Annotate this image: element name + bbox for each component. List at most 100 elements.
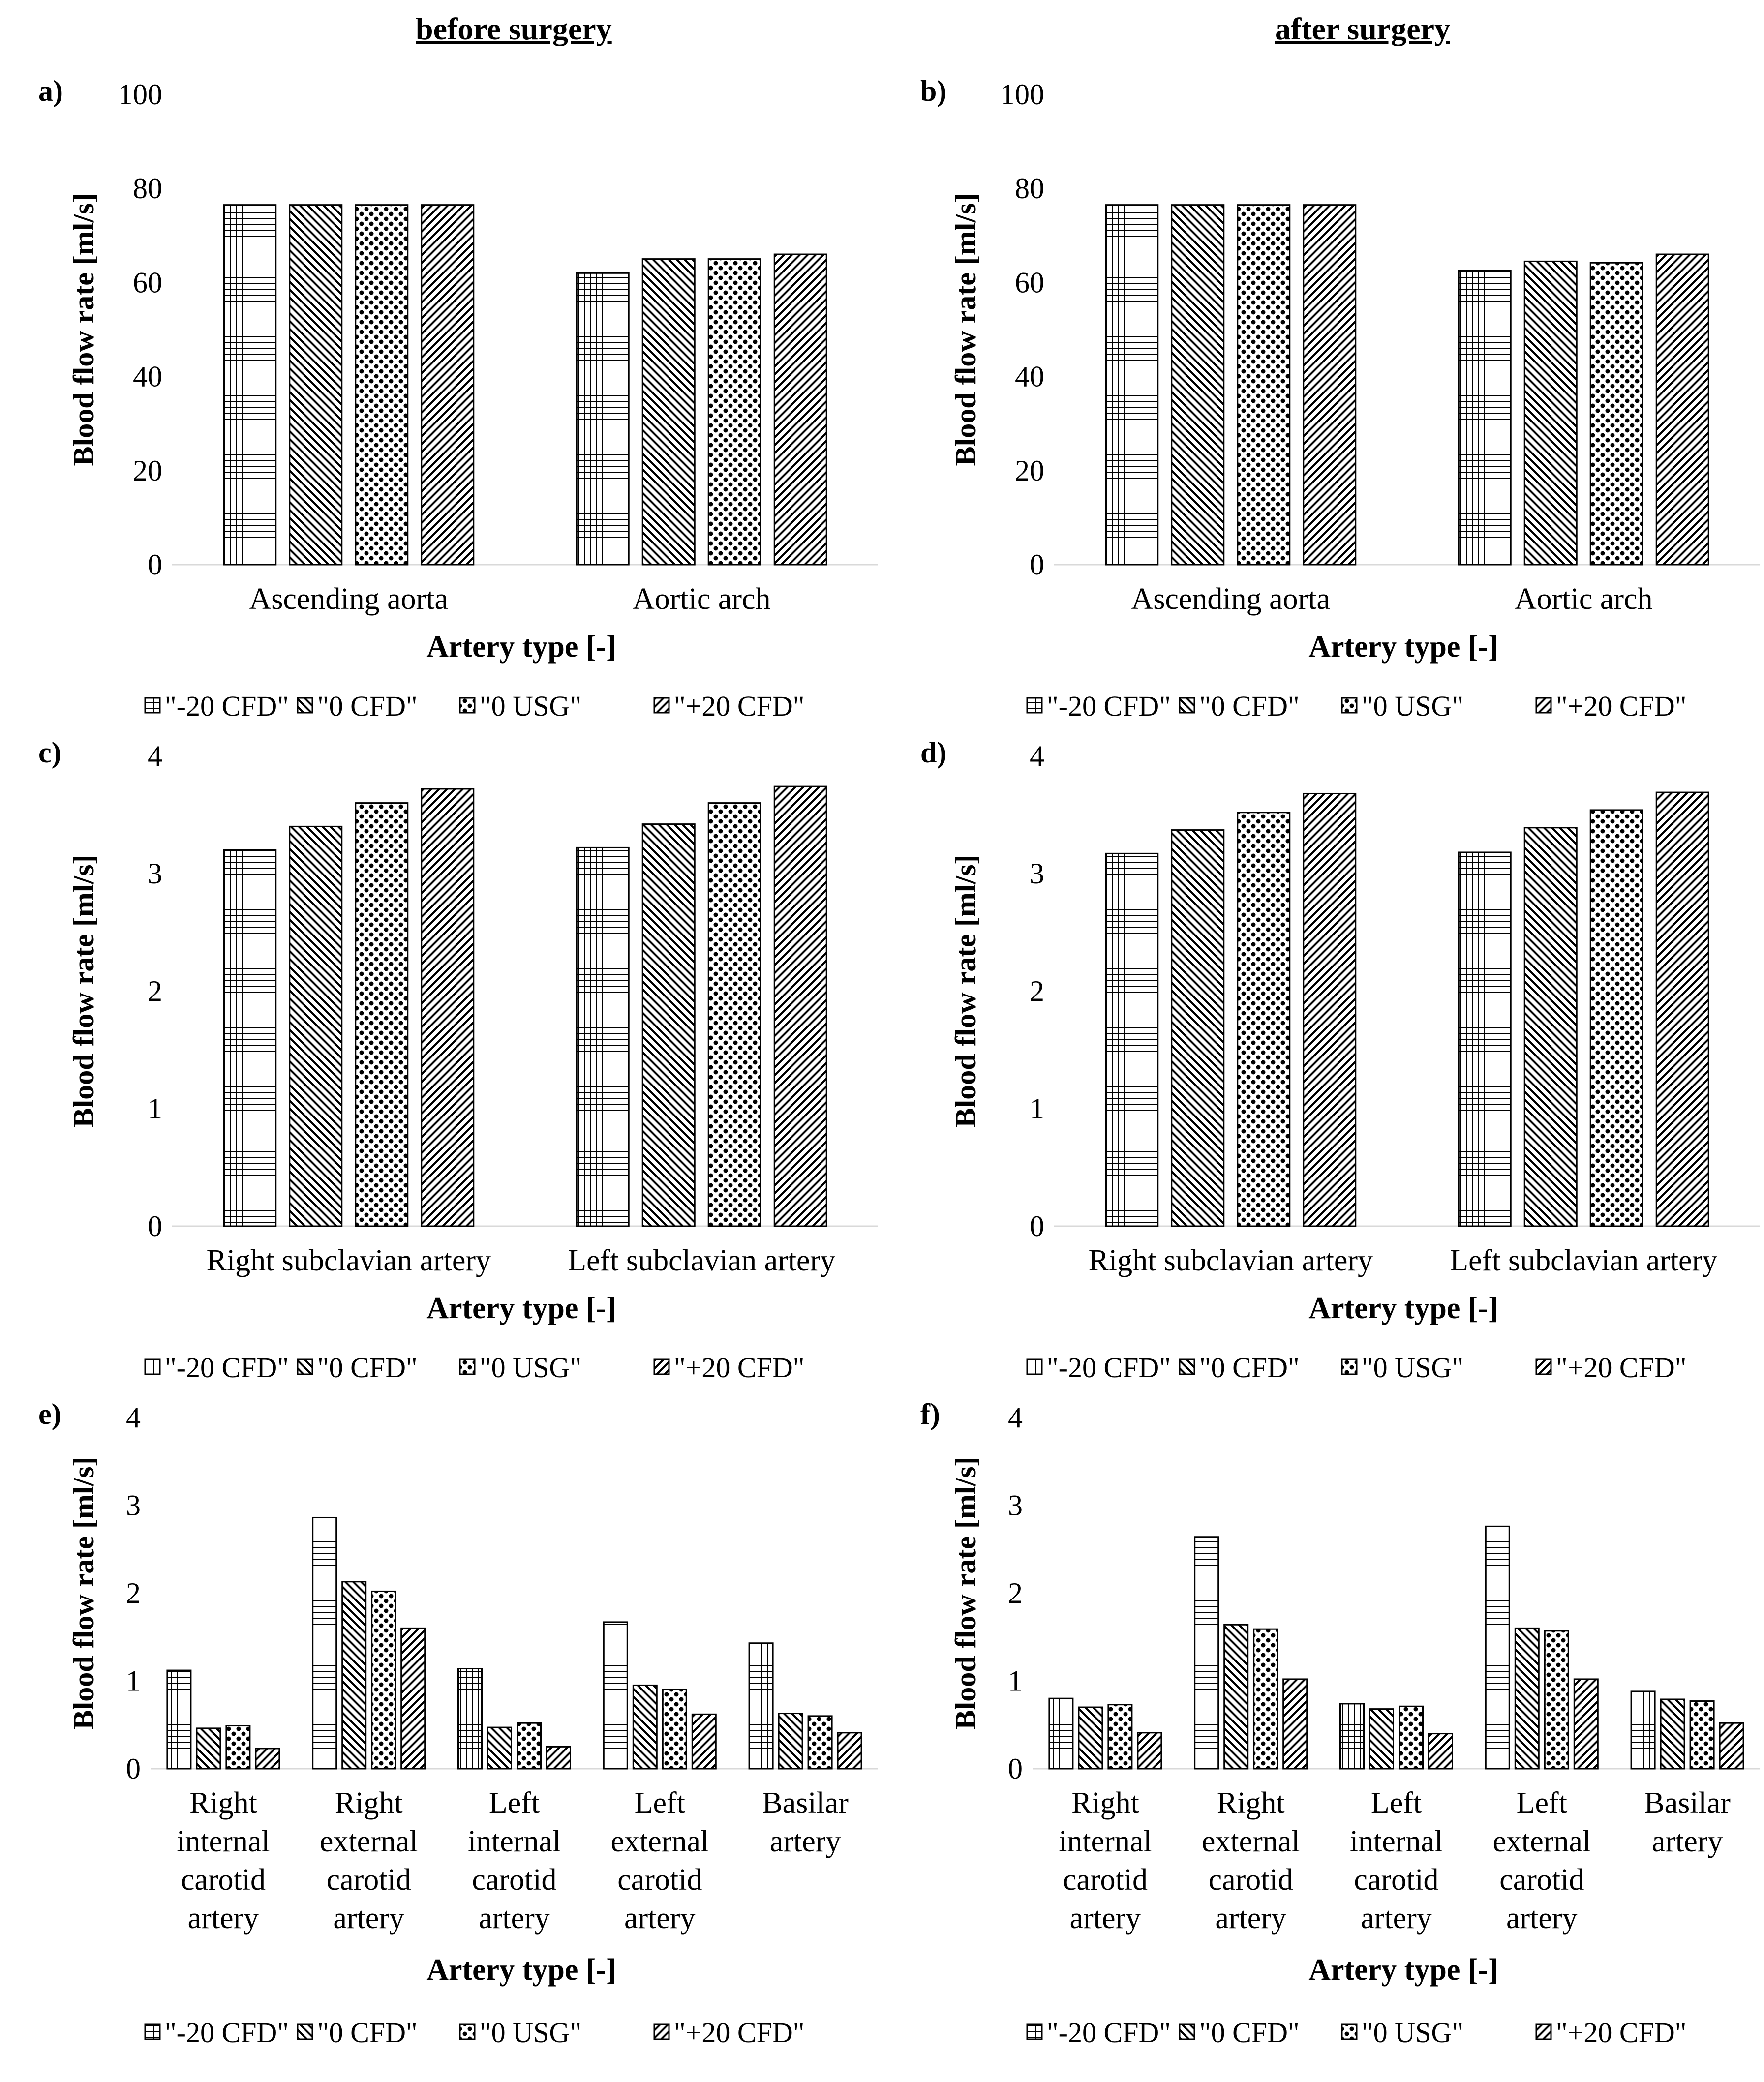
legend: "-20 CFD" "0 CFD" "0 USG" "+20 CFD" — [1026, 2017, 1686, 2049]
legend-swatch — [1535, 1358, 1552, 1375]
legend-swatch — [144, 697, 161, 714]
legend-label: "0 CFD" — [1199, 1352, 1300, 1384]
bar — [1105, 852, 1159, 1227]
bar — [225, 1725, 251, 1770]
bar — [1523, 260, 1578, 566]
legend-label: "0 CFD" — [1199, 2017, 1300, 2049]
x-axis-label: Artery type [-] — [1308, 630, 1498, 664]
x-axis-label: Artery type [-] — [426, 1292, 616, 1325]
bar — [196, 1727, 221, 1770]
bar — [1544, 1630, 1569, 1770]
bar — [1514, 1627, 1540, 1770]
bar — [1485, 1525, 1510, 1770]
y-tick-label: 100 — [118, 78, 162, 111]
legend: "-20 CFD" "0 CFD" "0 USG" "+20 CFD" — [144, 1352, 804, 1384]
category-label: Right subclavian artery — [207, 1244, 491, 1277]
y-tick-label: 1 — [1008, 1665, 1023, 1697]
legend-swatch — [653, 1358, 670, 1375]
bar — [603, 1621, 628, 1770]
legend-swatch — [1341, 697, 1358, 714]
y-tick-label: 60 — [133, 266, 162, 299]
bar — [223, 204, 277, 566]
bar — [1223, 1624, 1249, 1770]
category-label: Left subclavian artery — [568, 1244, 835, 1277]
chart-panel-a: a) 0 20 40 60 80 100 Blood flow rate [ml/s] Asce… — [0, 0, 882, 722]
column-title-after: after surgery — [1275, 11, 1450, 46]
y-tick-label: 2 — [148, 975, 162, 1007]
bar-chart: a) 0 20 40 60 80 100 Blood flow rate [ml/s] Asce… — [38, 75, 878, 722]
y-tick-label: 100 — [1000, 78, 1044, 111]
legend-label: "+20 CFD" — [674, 1352, 804, 1384]
y-tick-label: 4 — [1008, 1401, 1023, 1434]
category-label: Left external carotid artery — [610, 1786, 709, 1935]
y-tick-label: 3 — [148, 857, 162, 890]
y-tick-label: 0 — [148, 1210, 162, 1242]
legend-label: "+20 CFD" — [1556, 1352, 1686, 1384]
y-tick-label: 2 — [1030, 975, 1044, 1007]
bar — [632, 1684, 658, 1770]
legend-swatch — [144, 2023, 161, 2040]
y-tick-label: 40 — [133, 361, 162, 393]
category-label: Right subclavian artery — [1089, 1244, 1373, 1277]
y-tick-label: 60 — [1015, 266, 1044, 299]
bar — [1689, 1700, 1715, 1770]
y-tick-label: 80 — [1015, 172, 1044, 205]
legend-label: "0 USG" — [1362, 2017, 1463, 2049]
bar — [1107, 1704, 1133, 1770]
x-axis-label: Artery type [-] — [426, 1953, 616, 1987]
y-tick-label: 4 — [1030, 740, 1044, 772]
category-label: Left subclavian artery — [1450, 1244, 1717, 1277]
y-tick-label: 4 — [126, 1401, 141, 1434]
y-tick-label: 1 — [126, 1665, 141, 1697]
category-label: Basilar artery — [1644, 1786, 1731, 1858]
bar-chart: b) 0 20 40 60 80 100 Blood flow rate [ml/s] Asce… — [920, 75, 1760, 722]
bar — [1630, 1690, 1656, 1770]
bar-chart: c) 0 1 2 3 4 Blood flow rate [ml/s] Right subcl… — [38, 736, 878, 1384]
x-axis-label: Artery type [-] — [426, 630, 616, 664]
legend-label: "0 USG" — [1362, 1352, 1463, 1384]
legend: "-20 CFD" "0 CFD" "0 USG" "+20 CFD" — [1026, 690, 1686, 722]
chart-panel-c: c) 0 1 2 3 4 Blood flow rate [ml/s] Right subcl… — [0, 662, 882, 1384]
y-tick-label: 3 — [1008, 1489, 1023, 1522]
bar — [1655, 791, 1709, 1227]
bar — [707, 258, 761, 566]
bar — [662, 1689, 687, 1770]
bar — [641, 258, 696, 566]
bar — [576, 272, 630, 566]
legend-swatch — [653, 2023, 670, 2040]
legend-swatch — [1026, 1358, 1043, 1375]
legend-label: "+20 CFD" — [674, 2017, 804, 2049]
legend-label: "0 USG" — [480, 1352, 581, 1384]
y-tick-label: 1 — [1030, 1092, 1044, 1125]
legend-swatch — [653, 697, 670, 714]
legend-swatch — [144, 1358, 161, 1375]
column-title-before: before surgery — [416, 11, 612, 46]
panel-label: a) — [38, 75, 63, 107]
bar — [1458, 851, 1512, 1227]
bar — [223, 849, 277, 1227]
category-label: Aortic arch — [633, 582, 771, 616]
bar — [1458, 270, 1512, 566]
legend-swatch — [459, 697, 476, 714]
category-label: Right external carotid artery — [1202, 1786, 1300, 1935]
legend-label: "-20 CFD" — [1047, 2017, 1171, 2049]
bar — [1339, 1703, 1365, 1770]
legend-label: "-20 CFD" — [165, 690, 289, 722]
bar — [487, 1726, 512, 1770]
legend-swatch — [1179, 1358, 1195, 1375]
bar-chart: f) 0 1 2 3 4 Blood flow rate [ml/s] Right intern… — [920, 1398, 1760, 2049]
category-label: Aortic arch — [1515, 582, 1653, 616]
legend-label: "0 CFD" — [317, 690, 418, 722]
category-label: Left external carotid artery — [1492, 1786, 1591, 1935]
y-tick-label: 2 — [1008, 1577, 1023, 1609]
bar — [691, 1713, 717, 1770]
bar — [255, 1748, 280, 1770]
bar — [837, 1732, 862, 1770]
y-tick-label: 20 — [1015, 454, 1044, 487]
bar — [355, 204, 409, 566]
legend-label: "0 CFD" — [317, 1352, 418, 1384]
bar — [355, 802, 409, 1227]
bar — [371, 1590, 396, 1770]
y-axis-label: Blood flow rate [ml/s] — [67, 1457, 100, 1730]
legend: "-20 CFD" "0 CFD" "0 USG" "+20 CFD" — [144, 2017, 804, 2049]
